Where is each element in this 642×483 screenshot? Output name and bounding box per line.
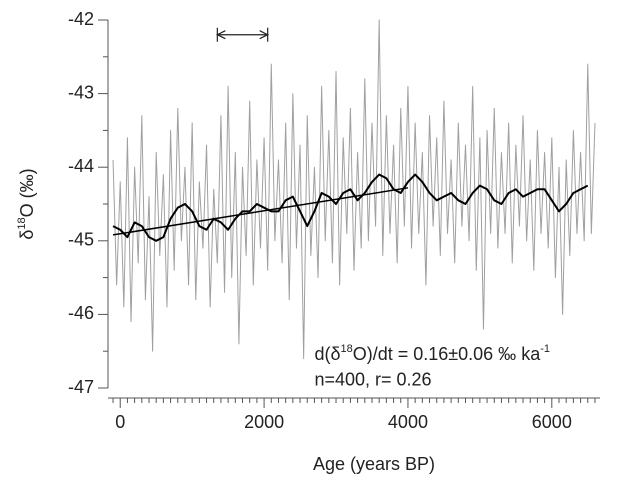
y-tick-label: -45 — [68, 230, 94, 250]
x-axis-label: Age (years BP) — [313, 454, 435, 474]
scale-bar-arrow — [215, 30, 270, 40]
y-tick-label: -43 — [68, 82, 94, 102]
annotation: d(δ18O)/dt = 0.16±0.06 ‰ ka-1 — [314, 343, 550, 364]
text-part: n=400, r= 0.26 — [314, 369, 431, 389]
x-tick-label: 0 — [115, 412, 125, 432]
text-part: -1 — [540, 343, 550, 355]
y-tick-label: -47 — [68, 377, 94, 397]
x-tick-label: 6000 — [532, 412, 572, 432]
text-part: d(δ — [314, 344, 340, 364]
series-line — [112, 173, 589, 242]
annotation: n=400, r= 0.26 — [314, 369, 431, 389]
text-part: O)/dt = 0.16±0.06 ‰ ka — [353, 344, 541, 364]
text-part: 18 — [340, 343, 352, 355]
x-tick-label: 4000 — [388, 412, 428, 432]
text-part: δ — [17, 230, 37, 240]
y-tick-label: -46 — [68, 303, 94, 323]
text-part: 18 — [16, 217, 28, 229]
text-part: O (‰) — [17, 168, 37, 217]
y-tick-label: -42 — [68, 9, 94, 29]
series-line — [112, 19, 596, 360]
y-tick-label: -44 — [68, 156, 94, 176]
series-line — [112, 187, 409, 236]
x-tick-label: 2000 — [244, 412, 284, 432]
y-axis-label: δ18O (‰) — [16, 168, 37, 239]
